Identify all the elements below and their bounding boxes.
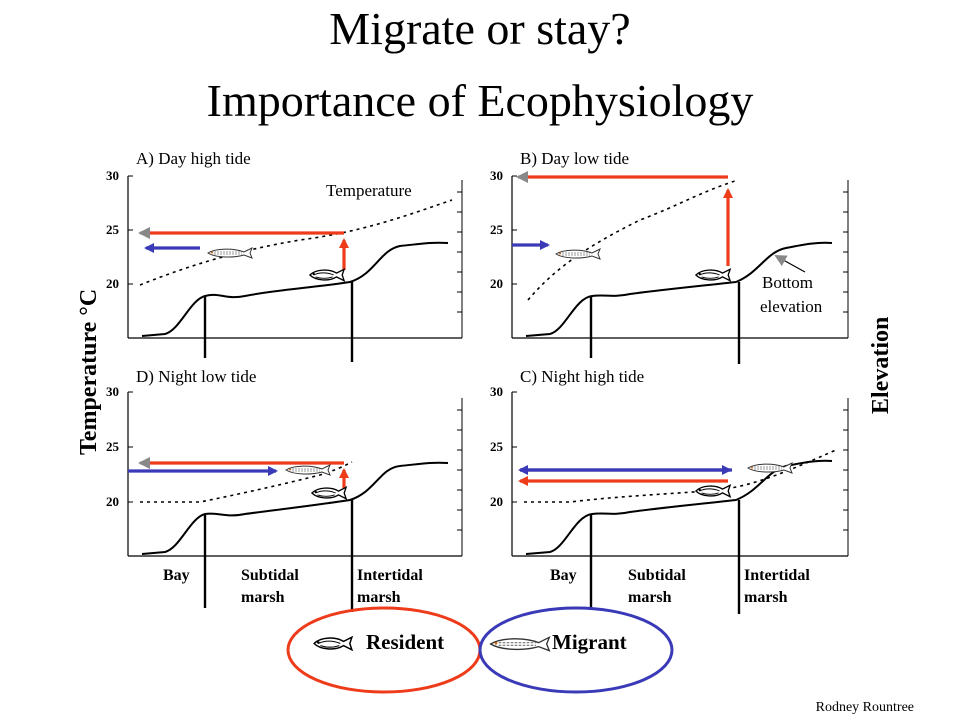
zone-intertidal-line1: Intertidal (357, 567, 423, 584)
tick-20: 20 (106, 494, 119, 509)
panel-a: A) Day high tide 30 25 20 Temperature (106, 149, 463, 362)
slide-title-line2: Importance of Ecophysiology (207, 75, 754, 126)
zone-intertidal-line2: marsh (744, 589, 788, 606)
zone-subtidal-line2: marsh (628, 589, 672, 606)
resident-fish-icon (695, 268, 731, 282)
temperature-line (527, 179, 739, 301)
zone-subtidal-line2: marsh (241, 589, 285, 606)
zone-bay: Bay (163, 567, 190, 584)
bottom-elevation-pointer (774, 255, 806, 273)
zone-subtidal-line1: Subtidal (241, 567, 299, 584)
bottom-elevation-line (525, 459, 833, 555)
resident-legend-label: Resident (366, 630, 444, 654)
temperature-line (524, 449, 837, 503)
migrant-fish-icon (555, 248, 601, 260)
bottom-elevation-line (525, 241, 833, 337)
resident-fish-icon (695, 484, 731, 498)
temperature-line (139, 199, 453, 286)
right-ticks (843, 409, 848, 531)
bottom-elevation-annotation-line2: elevation (760, 297, 823, 316)
tick-25: 25 (490, 222, 504, 237)
zone-subtidal-line1: Subtidal (628, 567, 686, 584)
panel-d: D) Night low tide 30 25 20 Bay Subtidal … (106, 367, 463, 612)
right-ticks (457, 191, 462, 313)
slide-title-line1: Migrate or stay? (329, 3, 630, 54)
author-credit: Rodney Rountree (816, 700, 914, 715)
temperature-annotation: Temperature (326, 181, 412, 200)
resident-fish-icon (313, 636, 353, 651)
migrant-fish-icon (489, 636, 550, 652)
tick-20: 20 (106, 276, 119, 291)
zone-bay: Bay (550, 567, 577, 584)
migrant-fish-icon (285, 464, 331, 476)
tick-20: 20 (490, 494, 503, 509)
panel-b: B) Day low tide 30 25 20 Bottom elevatio… (490, 149, 849, 364)
tick-30: 30 (490, 168, 503, 183)
tick-25: 25 (106, 222, 120, 237)
panel-title: C) Night high tide (520, 367, 644, 386)
panel-c: C) Night high tide 30 25 20 Bay Subtidal… (490, 367, 849, 614)
panel-title: A) Day high tide (136, 149, 251, 168)
right-ticks (843, 191, 848, 313)
tick-25: 25 (106, 439, 120, 454)
zone-intertidal-line1: Intertidal (744, 567, 810, 584)
resident-fish-icon (311, 486, 347, 500)
zone-intertidal-line2: marsh (357, 589, 401, 606)
migrant-legend-circle (478, 606, 674, 694)
left-ticks (512, 391, 517, 503)
panel-title: B) Day low tide (520, 149, 629, 168)
left-ticks (128, 391, 133, 503)
bottom-elevation-line (141, 461, 449, 555)
temperature-axis-label: Temperature °C (76, 289, 102, 455)
migrant-fish-icon (207, 247, 253, 259)
right-ticks (457, 409, 462, 531)
resident-fish-icon (309, 268, 345, 282)
migrant-fish-icon (747, 462, 793, 474)
tick-25: 25 (490, 439, 504, 454)
legend: Resident Migrant (286, 606, 674, 694)
panel-title: D) Night low tide (136, 367, 256, 386)
migrant-legend-label: Migrant (552, 630, 627, 654)
bottom-elevation-line (141, 241, 449, 337)
left-ticks (128, 175, 133, 285)
elevation-axis-label: Elevation (868, 317, 894, 414)
tick-30: 30 (490, 384, 503, 399)
bottom-elevation-annotation-line1: Bottom (762, 273, 813, 292)
tick-30: 30 (106, 384, 119, 399)
tick-30: 30 (106, 168, 119, 183)
left-ticks (512, 175, 517, 285)
tick-20: 20 (490, 276, 503, 291)
